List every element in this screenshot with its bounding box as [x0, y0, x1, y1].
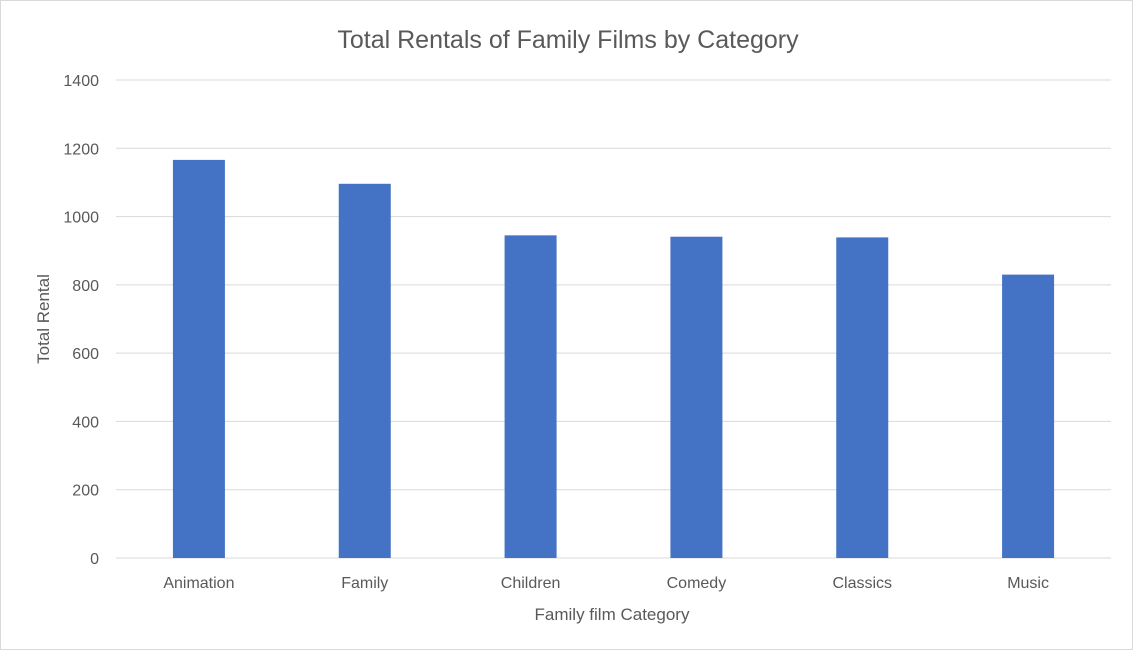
x-tick-label: Children	[501, 575, 561, 592]
y-tick-label: 200	[72, 483, 99, 500]
bars	[172, 159, 1055, 559]
x-tick-label: Comedy	[667, 575, 727, 592]
x-axis-label: Family film Category	[535, 605, 690, 624]
bar-classics	[836, 237, 889, 559]
y-tick-label: 400	[72, 414, 99, 431]
bar-children	[504, 235, 557, 558]
chart-title: Total Rentals of Family Films by Categor…	[337, 26, 799, 54]
x-tick-label: Family	[341, 575, 388, 592]
bar-music	[1002, 274, 1055, 558]
y-tick-label: 600	[72, 346, 99, 363]
x-tick-label: Animation	[163, 575, 234, 592]
y-axis-ticks: 0 200 400 600 800 1000 1200 1400	[63, 73, 99, 568]
x-axis-ticks: Animation Family Children Comedy Classics Mus…	[163, 575, 1049, 592]
y-axis-label: Total Rental	[34, 274, 53, 364]
bar-family	[338, 183, 391, 558]
x-tick-label: Classics	[832, 575, 892, 592]
y-tick-label: 1400	[63, 73, 99, 90]
y-tick-label: 1000	[63, 210, 99, 227]
y-tick-label: 800	[72, 278, 99, 295]
bar-animation	[172, 159, 225, 558]
y-tick-label: 1200	[63, 141, 99, 158]
y-tick-label: 0	[90, 551, 99, 568]
gridlines	[116, 79, 1111, 559]
x-tick-label: Music	[1007, 575, 1049, 592]
bar-comedy	[670, 236, 723, 559]
